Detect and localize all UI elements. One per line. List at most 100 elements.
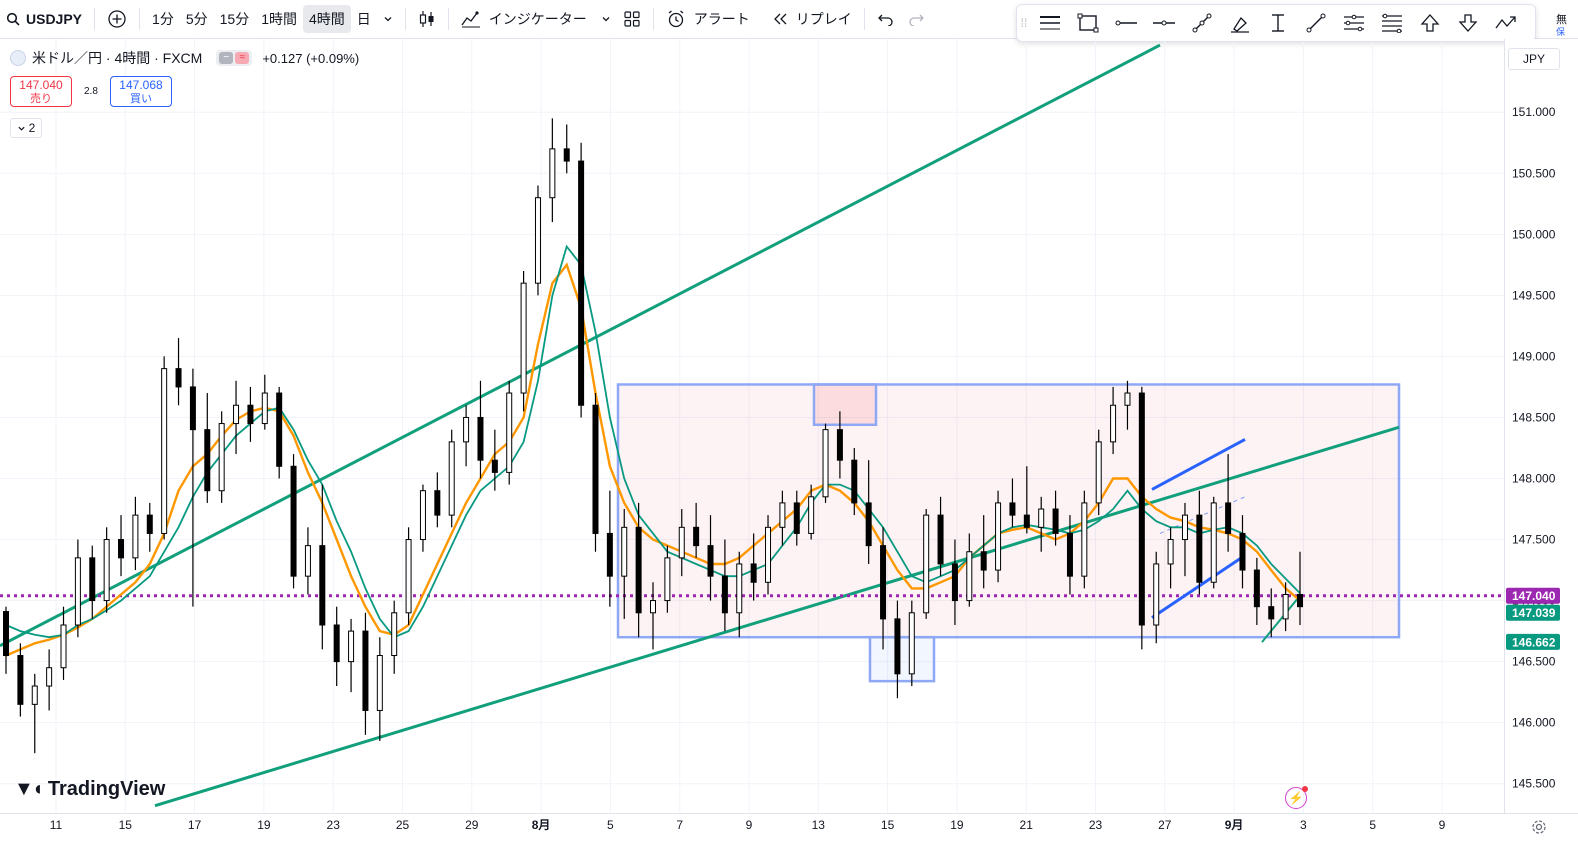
undo-button[interactable] (871, 5, 901, 33)
tradingview-logo[interactable]: ▼◖ TradingView (14, 778, 165, 801)
alert-button[interactable]: アラート (660, 5, 756, 33)
candle-body (836, 429, 843, 461)
settings-button[interactable] (1528, 816, 1550, 838)
candle-body (736, 563, 743, 614)
rectangle-tool[interactable] (1069, 8, 1107, 38)
candle-body (1253, 569, 1260, 608)
candle-body (693, 526, 700, 547)
candles-icon (419, 11, 434, 27)
layouts-button[interactable] (617, 5, 647, 33)
candle-body (951, 563, 958, 602)
corner-line1: 無 (1556, 14, 1567, 26)
candle-body (779, 502, 786, 528)
candle-body (1153, 563, 1160, 626)
text-cursor-icon (1272, 14, 1284, 32)
brand-name: TradingView (47, 778, 166, 800)
symbol-search[interactable]: USDJPY (0, 5, 88, 33)
candle-body (664, 557, 671, 602)
buy-price: 147.068 (119, 78, 163, 92)
horizontal-ray-icon (1115, 20, 1137, 26)
grid-icon (624, 11, 640, 27)
sell-button[interactable]: 147.040 売り (10, 76, 72, 107)
candle-body (966, 551, 973, 602)
candle-body (880, 545, 887, 620)
candle-body (304, 545, 311, 577)
candle-body (822, 429, 829, 498)
candle-body (448, 441, 455, 516)
candle-body (17, 655, 24, 705)
candle-body (1225, 502, 1232, 534)
indicator-collapse-button[interactable]: 2 (10, 118, 42, 138)
line-style-icon (1040, 16, 1060, 30)
buy-button[interactable]: 147.068 買い (110, 76, 172, 107)
candle-body (362, 630, 369, 711)
arrow-down-tool[interactable] (1449, 8, 1487, 38)
candle-body (1167, 539, 1174, 565)
candle-body (1124, 392, 1131, 406)
timeframe-1m[interactable]: 1分 (152, 11, 174, 27)
text-tool[interactable] (1259, 8, 1297, 38)
legend-toggles[interactable]: − ≈ (216, 50, 253, 66)
trend-line-tool[interactable] (1183, 8, 1221, 38)
indicators-button[interactable]: インジケーター (455, 5, 617, 33)
timeframe-5m[interactable]: 5分 (185, 11, 208, 27)
plus-circle-icon (108, 10, 126, 28)
candle-body (118, 539, 125, 559)
redo-icon (909, 14, 924, 26)
candle-body (563, 148, 570, 162)
range-box (616, 383, 1401, 639)
fib-tool[interactable] (1373, 8, 1411, 38)
brush-tool[interactable] (1221, 8, 1259, 38)
candle-body (247, 404, 254, 425)
candle-body (1095, 441, 1102, 504)
candle-body (1181, 514, 1188, 541)
candle-body (750, 563, 757, 583)
redo-button[interactable] (901, 5, 931, 33)
time-axis[interactable] (0, 813, 1578, 845)
corner-badge[interactable]: 無 保 (1556, 14, 1567, 38)
line-style-button[interactable] (1031, 8, 1069, 38)
line-segment-tool[interactable] (1297, 8, 1335, 38)
candle-body (89, 557, 96, 602)
symbol-label: USDJPY (26, 11, 83, 27)
tv-logo-icon: ▼◖ (14, 778, 44, 800)
candle-body (865, 502, 872, 547)
candle-body (1138, 392, 1145, 626)
timeframe-dropdown[interactable] (377, 5, 399, 33)
timeframe-15m[interactable]: 15分 (219, 11, 250, 27)
timeframe-1h[interactable]: 1時間 (261, 11, 297, 27)
corner-line2: 保 (1556, 27, 1566, 37)
legend-title[interactable]: 米ドル／円 · 4時間 · FXCM (32, 50, 203, 66)
path-tool[interactable] (1487, 8, 1525, 38)
currency-button[interactable]: JPY (1508, 48, 1560, 70)
search-icon (6, 12, 20, 26)
chart-type-button[interactable] (412, 5, 442, 33)
candle-body (132, 514, 139, 559)
lightning-button[interactable]: ⚡ (1285, 786, 1308, 809)
channel-lower-line (154, 425, 1400, 808)
candle-body (621, 526, 628, 577)
horizontal-ray-tool[interactable] (1107, 8, 1145, 38)
candle-body (233, 404, 240, 425)
horizontal-line-tool[interactable] (1145, 8, 1183, 38)
parallel-channel-tool[interactable] (1335, 8, 1373, 38)
arrow-up-tool[interactable] (1411, 8, 1449, 38)
line-segment-icon (1306, 13, 1326, 33)
divider (139, 8, 141, 30)
timeframe-4h[interactable]: 4時間 (303, 5, 351, 33)
sell-label: 売り (30, 93, 52, 105)
arrow-up-icon (1420, 14, 1440, 32)
compare-button[interactable] (101, 5, 133, 33)
timeframe-1d[interactable]: 日 (356, 11, 371, 27)
price-axis[interactable] (1504, 39, 1578, 813)
replay-button[interactable]: リプレイ (766, 5, 858, 33)
candle-body (74, 557, 81, 626)
drag-handle-icon[interactable]: ⁞⁞ (1020, 16, 1028, 30)
spread-value: 2.8 (84, 86, 98, 97)
us-flag-icon (10, 50, 26, 66)
candle-body (333, 624, 340, 663)
lightning-icon: ⚡ (1288, 791, 1304, 805)
fib-retracement-icon (1382, 13, 1402, 33)
replay-label: リプレイ (795, 11, 852, 27)
